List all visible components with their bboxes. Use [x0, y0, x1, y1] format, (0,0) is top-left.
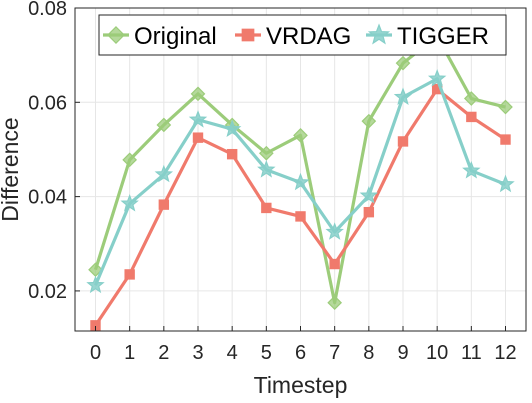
x-tick-label: 12 [494, 342, 516, 364]
legend-label: VRDAG [266, 23, 351, 50]
x-tick-label: 10 [426, 342, 448, 364]
x-tick-label: 8 [363, 342, 374, 364]
x-tick-label: 5 [261, 342, 272, 364]
x-tick-label: 3 [192, 342, 203, 364]
series-vrdag [90, 83, 511, 331]
legend: Original VRDAG TIGGER [98, 14, 507, 56]
series-original [88, 28, 513, 311]
data-point-tigger [462, 160, 481, 179]
x-tick-label: 0 [90, 342, 101, 364]
data-point-original [258, 145, 274, 161]
y-axis-ticks: 0.02 0.04 0.06 0.08 [28, 0, 80, 303]
data-point-tigger [257, 160, 276, 178]
legend-marker [107, 26, 125, 44]
legend-label: TIGGER [397, 23, 489, 50]
x-tick-label: 11 [461, 342, 482, 364]
legend-box [98, 14, 507, 56]
legend-marker [241, 28, 255, 42]
data-point-original [293, 127, 308, 143]
data-point-tigger [188, 110, 208, 128]
data-point-tigger [496, 174, 515, 193]
x-tick-label: 6 [295, 342, 306, 364]
x-axis-ticks: 0 1 2 3 4 5 6 7 8 9 10 11 12 [90, 326, 517, 364]
data-point-tigger [359, 185, 379, 204]
data-point-tigger [154, 164, 174, 183]
x-axis-label: Timestep [254, 372, 348, 398]
x-tick-label: 2 [158, 342, 169, 364]
data-point-original [122, 152, 138, 168]
data-point-vrdag [261, 202, 272, 214]
data-point-vrdag [329, 258, 340, 270]
data-point-original [498, 99, 513, 115]
data-point-vrdag [295, 211, 306, 222]
grid-lines [75, 7, 526, 331]
data-point-vrdag [226, 148, 238, 160]
data-point-tigger [86, 275, 105, 294]
series-tigger [86, 69, 515, 294]
legend-entry-tigger: TIGGER [366, 23, 489, 50]
x-tick-label: 9 [397, 342, 408, 364]
y-tick-label: 0.06 [28, 92, 67, 114]
legend-label: Original [134, 23, 217, 50]
data-point-vrdag [500, 134, 511, 145]
series-layer [86, 28, 515, 331]
x-tick-label: 1 [124, 342, 135, 364]
x-tick-label: 7 [329, 342, 340, 364]
data-point-tigger [393, 87, 413, 105]
data-point-vrdag [397, 136, 409, 147]
data-point-vrdag [363, 206, 375, 218]
data-point-tigger [427, 69, 447, 87]
y-tick-label: 0.08 [28, 0, 67, 20]
data-point-original [190, 86, 206, 102]
data-point-original [327, 295, 343, 311]
data-point-vrdag [466, 111, 477, 123]
data-point-vrdag [124, 269, 135, 280]
legend-marker [367, 23, 391, 45]
data-point-vrdag [192, 132, 204, 143]
data-point-vrdag [158, 199, 170, 210]
data-point-tigger [120, 194, 139, 212]
data-point-original [156, 117, 172, 133]
x-tick-label: 4 [227, 342, 238, 364]
data-point-tigger [222, 119, 242, 138]
data-point-original [361, 113, 377, 129]
y-tick-label: 0.02 [28, 281, 67, 303]
data-point-original [463, 91, 479, 106]
legend-entry-original: Original [103, 23, 217, 50]
data-point-original [395, 55, 411, 71]
data-point-tigger [325, 222, 344, 240]
data-point-tigger [291, 172, 310, 191]
legend-entry-vrdag: VRDAG [235, 23, 351, 50]
y-tick-label: 0.04 [28, 187, 67, 209]
y-axis-label: Difference [0, 117, 23, 221]
